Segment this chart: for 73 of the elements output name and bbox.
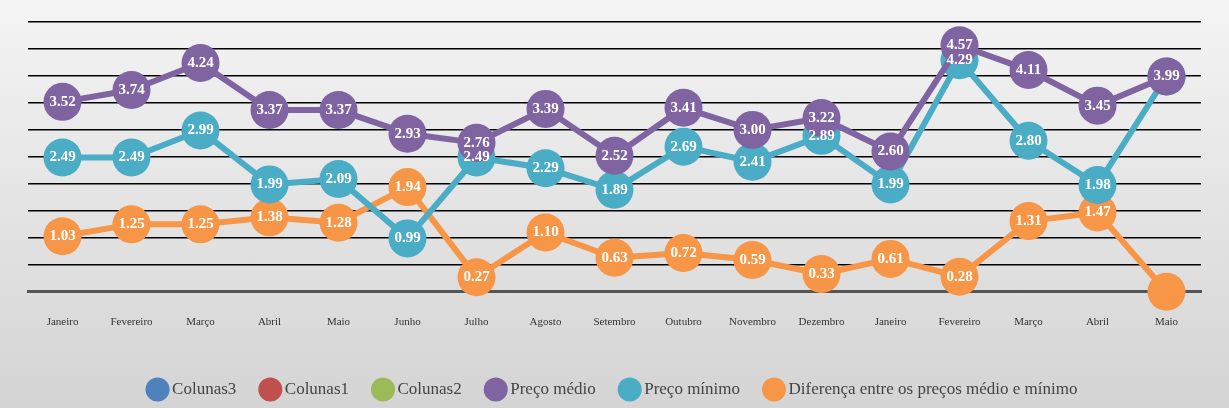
data-label: 2.09 [325,169,352,186]
data-label: 2.52 [601,146,628,163]
x-tick-label: Março [1014,315,1044,328]
data-label: 2.29 [532,159,559,176]
point [1147,272,1186,311]
data-label: 3.41 [670,98,697,115]
x-tick-label: Junho [394,315,422,328]
x-tick-label: Fevereiro [110,315,154,328]
data-label: 1.10 [532,223,559,240]
data-label: 3.99 [1153,67,1180,84]
data-label: 1.25 [187,215,214,232]
data-label: 1.03 [49,227,76,244]
legend-label: Preço médio [510,378,596,398]
data-label: 4.29 [946,51,973,68]
data-label: 3.22 [808,108,835,125]
data-label: 0.27 [463,268,491,285]
legend-label: Colunas2 [397,378,462,398]
data-label: 2.49 [118,148,145,165]
data-label: 2.99 [187,121,214,138]
data-label: 3.52 [49,92,76,109]
legend-label: Diferença entre os preços médio e mínimo [788,378,1078,398]
data-label: 1.99 [256,175,283,192]
x-tick-label: Janeiro [46,315,79,328]
data-label: 1.38 [256,208,283,225]
data-label: 0.99 [394,229,421,246]
data-label: 2.49 [49,148,76,165]
data-label: 1.99 [877,175,904,192]
x-tick-label: Maio [326,315,351,328]
data-label: 1.28 [325,213,352,230]
data-label: 3.39 [532,99,559,116]
x-tick-label: Novembro [728,315,777,328]
x-tick-label: Outubro [665,315,703,328]
x-tick-label: Dezembro [798,315,845,328]
data-label: 2.80 [1015,131,1042,148]
data-label: 3.00 [739,120,766,137]
data-label: 0.63 [601,248,628,265]
legend-label: Colunas3 [172,378,237,398]
data-label: 1.31 [1015,211,1042,228]
data-label: 3.74 [118,80,146,97]
x-tick-label: Julho [464,315,489,328]
data-label: 0.59 [739,250,766,267]
data-label: 1.25 [118,215,145,232]
data-label: 1.89 [601,180,628,197]
data-label: 0.28 [946,267,973,284]
legend-label: Preço mínimo [644,378,741,398]
x-tick-label: Fevereiro [938,315,982,328]
data-label: 0.72 [670,243,697,260]
data-label: 2.93 [394,124,421,141]
x-tick-label: Março [186,315,216,328]
data-label: 0.61 [877,249,904,266]
data-label: 3.45 [1084,96,1111,113]
data-label: 1.47 [1084,203,1112,220]
data-label: 2.60 [877,142,904,159]
data-label: 1.98 [1084,175,1111,192]
data-label: 2.69 [670,137,697,154]
x-tick-label: Abril [1085,315,1110,328]
data-label: 2.76 [463,133,491,150]
data-label: 4.24 [187,53,215,70]
x-tick-label: Maio [1154,315,1179,328]
data-label: 1.94 [394,177,422,194]
data-label: 4.57 [946,36,974,53]
x-tick-label: Janeiro [874,315,907,328]
x-tick-label: Setembro [593,315,637,328]
data-label: 3.37 [256,100,284,117]
data-label: 2.89 [808,126,835,143]
data-label: 0.33 [808,264,835,281]
data-label: 3.37 [325,100,353,117]
data-label: 4.11 [1015,60,1042,77]
data-label: 2.41 [739,152,766,169]
legend-label: Colunas1 [284,378,350,398]
data-label: 2.49 [463,148,490,165]
x-tick-label: Abril [257,315,282,328]
x-tick-label: Agosto [529,315,562,328]
